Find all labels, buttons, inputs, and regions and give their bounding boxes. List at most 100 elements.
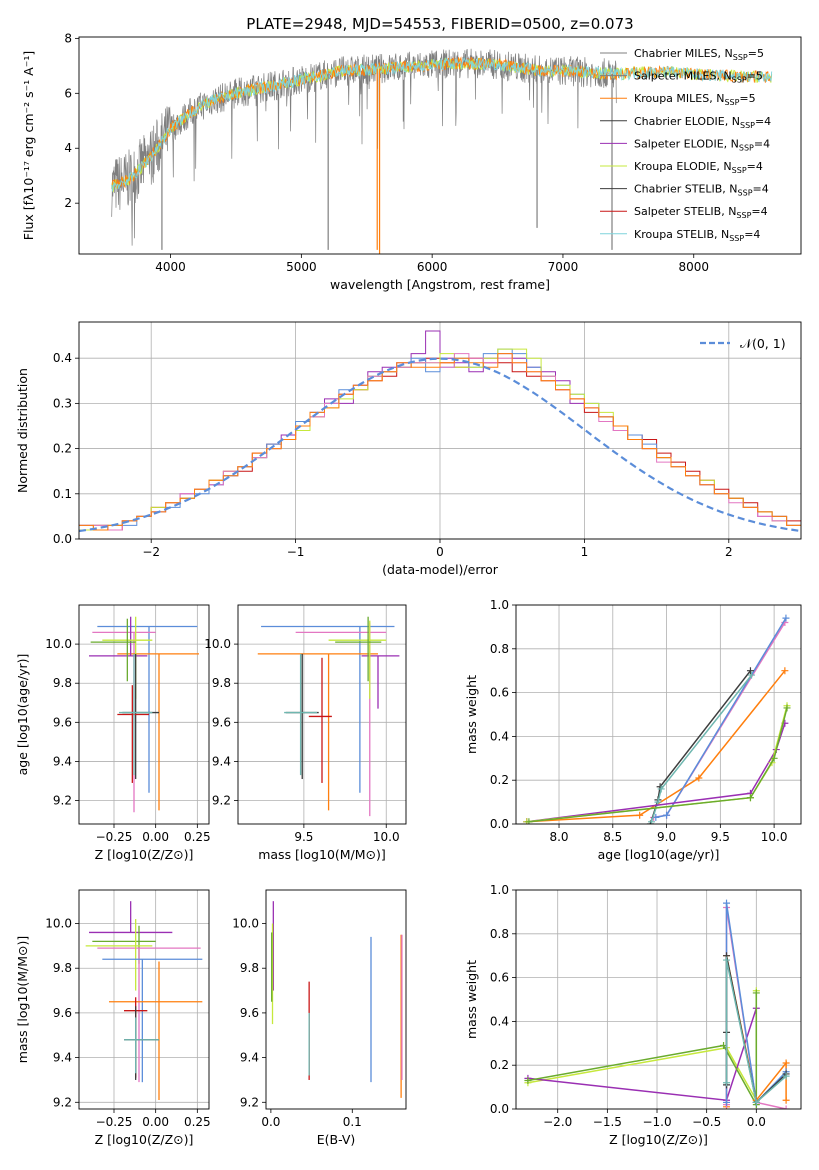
weight-point-marker [781, 667, 789, 675]
x-tick-label: 0.00 [142, 1115, 169, 1129]
y-tick-label: 9.6 [53, 1006, 72, 1020]
legend-label: Kroupa MILES, NSSP=5 [634, 92, 756, 107]
x-tick-label: −2 [142, 545, 160, 559]
x-tick-label: 0.0 [261, 1115, 280, 1129]
weight-point-marker [695, 774, 703, 782]
y-tick-label: 0.1 [53, 487, 72, 501]
y-tick-label: 10.0 [45, 917, 72, 931]
y-tick-label: 0.0 [490, 817, 509, 831]
weight-series-line [649, 670, 752, 824]
y-tick-label: 9.4 [240, 1051, 259, 1065]
y-tick-label: 0.4 [490, 729, 509, 743]
x-axis-label: E(B-V) [317, 1132, 356, 1147]
x-axis-label: Z [log10(Z/Z⊙)] [95, 847, 194, 862]
plot-area [89, 616, 199, 813]
y-tick-label: 8 [64, 31, 72, 45]
y-tick-label: 9.2 [53, 794, 72, 808]
x-tick-label: −0.25 [96, 1115, 133, 1129]
x-axis-label: (data-model)/error [382, 562, 499, 577]
axes-frame [515, 604, 802, 825]
x-axis-label: mass [log10(M/M⊙)] [258, 847, 386, 862]
y-tick-label: 2 [64, 196, 72, 210]
x-tick-label: 9.0 [657, 830, 676, 844]
legend-label: Kroupa STELIB, NSSP=4 [634, 228, 760, 243]
y-tick-label: 1.0 [490, 883, 509, 897]
weight-point-marker [782, 1072, 790, 1080]
x-tick-label: 7000 [548, 260, 579, 274]
x-axis-label: wavelength [Angstrom, rest frame] [330, 277, 550, 292]
y-axis-label: mass weight [464, 960, 479, 1039]
normal-curve [79, 357, 801, 533]
weight-point-marker [723, 1098, 731, 1106]
spectrum-line [111, 56, 773, 192]
weight-point-marker [723, 899, 731, 907]
panel-spectrum: 4000 5000 6000 7000 8000 2 4 6 8 wavelength [Angs… [21, 31, 802, 292]
y-tick-label: 0.2 [490, 773, 509, 787]
weight-point-marker [524, 1077, 532, 1085]
y-tick-label: 0.8 [490, 927, 509, 941]
weight-point-marker [723, 956, 731, 964]
weight-point-marker [752, 1098, 760, 1106]
weight-series-line [526, 670, 786, 823]
y-tick-label: 0.4 [490, 1014, 509, 1028]
x-tick-label: 9.5 [294, 830, 313, 844]
weight-series-line [527, 992, 758, 1108]
weight-point-marker [782, 614, 790, 622]
legend-label: Salpeter STELIB, NSSP=4 [634, 205, 768, 220]
x-tick-label: −2.0 [543, 1115, 572, 1129]
x-tick-label: 2 [725, 545, 733, 559]
plot-area [85, 901, 203, 1101]
weight-point-marker [783, 704, 791, 712]
y-tick-label: 10.0 [232, 917, 259, 931]
weight-point-marker [636, 811, 644, 819]
weight-point-marker [525, 818, 533, 824]
x-tick-label: 0.1 [343, 1115, 362, 1129]
weight-point-marker [663, 811, 671, 819]
axes-frame [237, 604, 407, 825]
plot-area [257, 616, 400, 817]
panel-age-vs-Z: −0.25 0.00 0.25 9.2 9.4 9.6 9.8 10.0 Z [log10(Z/… [15, 604, 211, 862]
axes-frame [78, 36, 802, 255]
plot-area [524, 899, 790, 1109]
y-tick-label: 0.4 [53, 351, 72, 365]
weight-point-marker [657, 785, 665, 793]
plot-area [271, 901, 403, 1098]
weight-series-line [526, 723, 786, 823]
y-tick-label: 0.3 [53, 396, 72, 410]
x-tick-label: 5000 [286, 260, 317, 274]
weight-point-marker [752, 989, 760, 997]
legend-label: 𝒩(0, 1) [740, 336, 786, 351]
y-tick-label: 9.2 [212, 794, 231, 808]
x-tick-label: 0.25 [184, 830, 211, 844]
x-axis-label: Z [log10(Z/Z⊙)] [95, 1132, 194, 1147]
panel-residual-histogram: −2 −1 0 1 2 0.0 0.1 0.2 0.3 0.4 (data-model)/error… [15, 321, 802, 577]
x-tick-label: 8000 [678, 260, 709, 274]
weight-point-marker [748, 671, 756, 679]
legend-label: Salpeter MILES, NSSP=5 [634, 70, 763, 85]
x-tick-label: 0.0 [747, 1115, 766, 1129]
panel-massweight-vs-Z: −2.0 −1.5 −1.0 −0.5 0.0 0.0 0.2 0.4 0.6 0.8 1.0 Z [… [464, 883, 802, 1147]
x-axis-label: Z [log10(Z/Z⊙)] [609, 1132, 708, 1147]
y-tick-label: 9.8 [240, 961, 259, 975]
axes-frame [265, 889, 407, 1110]
x-tick-label: −1.5 [593, 1115, 622, 1129]
plot-area [79, 330, 801, 533]
weight-point-marker [746, 667, 754, 675]
weight-point-marker [746, 794, 754, 802]
y-tick-label: 9.2 [240, 1095, 259, 1109]
weight-point-marker [648, 818, 656, 824]
x-tick-label: 8.0 [549, 830, 568, 844]
y-tick-label: 0.6 [490, 686, 509, 700]
y-tick-label: 0.8 [490, 642, 509, 656]
y-tick-label: 10.0 [45, 637, 72, 651]
x-tick-label: 0 [436, 545, 444, 559]
figure-title: PLATE=2948, MJD=54553, FIBERID=0500, z=0… [246, 15, 633, 33]
spectrum-line [111, 48, 617, 246]
y-tick-label: 9.8 [53, 961, 72, 975]
weight-series-line [528, 707, 788, 823]
y-tick-label: 9.8 [212, 676, 231, 690]
axes-frame [78, 604, 210, 825]
histogram-series [79, 353, 801, 531]
y-tick-label: 9.2 [53, 1095, 72, 1109]
legend-label: Chabrier STELIB, NSSP=4 [634, 183, 769, 198]
